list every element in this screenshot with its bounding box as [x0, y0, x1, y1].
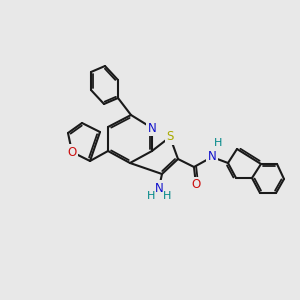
Text: O: O: [191, 178, 201, 191]
Text: N: N: [148, 122, 156, 134]
Text: N: N: [154, 182, 164, 194]
Text: S: S: [166, 130, 174, 143]
Text: N: N: [208, 151, 216, 164]
Text: O: O: [68, 146, 76, 158]
Text: H: H: [147, 191, 155, 201]
Text: H: H: [214, 138, 222, 148]
Text: H: H: [163, 191, 171, 201]
